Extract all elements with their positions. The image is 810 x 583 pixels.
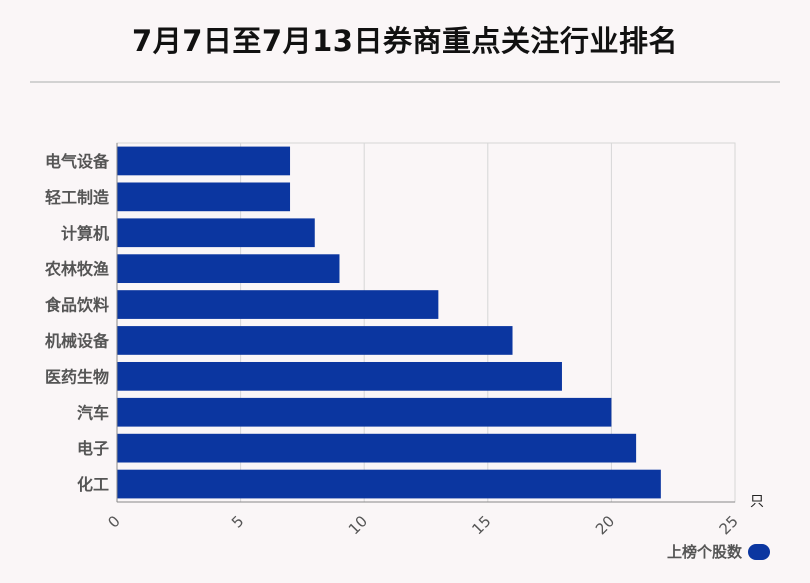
- category-label: 电子: [77, 439, 109, 458]
- category-label: 机械设备: [45, 331, 110, 350]
- title-divider: [30, 81, 780, 83]
- category-label: 化工: [77, 475, 109, 494]
- x-tick-label: 20: [592, 512, 618, 538]
- bar[interactable]: [117, 290, 439, 319]
- chart-title: 7月7日至7月13日券商重点关注行业排名: [132, 24, 678, 58]
- bar[interactable]: [117, 361, 562, 391]
- x-tick-label: 15: [468, 512, 494, 538]
- category-label: 电气设备: [45, 152, 110, 171]
- legend-label: 上榜个股数: [666, 543, 742, 561]
- legend-swatch: [748, 543, 770, 560]
- legend[interactable]: 上榜个股数: [667, 541, 770, 562]
- category-label: 农林牧渔: [44, 260, 109, 279]
- category-label: 医药生物: [45, 367, 109, 386]
- category-label: 食品饮料: [44, 296, 109, 315]
- x-tick-label: 10: [345, 512, 371, 538]
- x-unit-label: 只: [750, 494, 764, 510]
- bar[interactable]: [117, 218, 315, 248]
- bar[interactable]: [117, 433, 637, 463]
- x-tick-label: 25: [716, 512, 742, 538]
- x-tick-label: 5: [228, 512, 247, 531]
- bar[interactable]: [117, 254, 340, 284]
- bar[interactable]: [117, 146, 291, 176]
- bar[interactable]: [117, 397, 612, 427]
- category-label: 汽车: [77, 403, 109, 422]
- x-tick-label: 0: [104, 512, 123, 531]
- bar[interactable]: [117, 182, 291, 212]
- bar[interactable]: [117, 469, 661, 499]
- bar[interactable]: [117, 326, 513, 355]
- x-tick-labels: 0 5 10 15 20 25: [104, 512, 741, 538]
- category-label: 计算机: [61, 224, 109, 243]
- bars: [117, 146, 661, 499]
- category-label: 轻工制造: [45, 188, 110, 207]
